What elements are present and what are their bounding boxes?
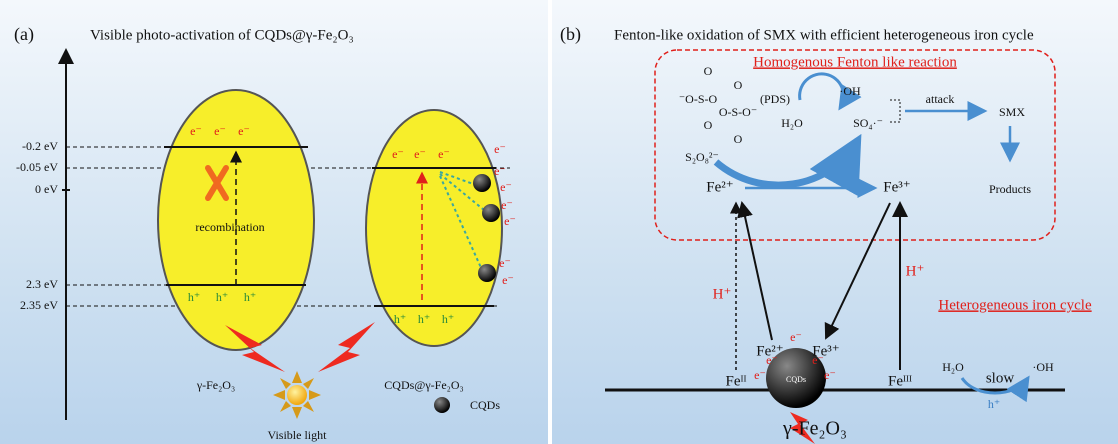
electron: e⁻: [190, 124, 202, 138]
electron: e⁻: [438, 147, 450, 161]
hole: h⁺: [394, 312, 406, 326]
band-ellipse: [366, 110, 502, 346]
electron: e⁻: [501, 198, 513, 212]
formula: ·OH: [839, 84, 861, 98]
electron: e⁻: [238, 124, 250, 138]
hole: h⁺: [418, 312, 430, 326]
light-label: Visible light: [268, 428, 328, 442]
electron: e⁻: [414, 147, 426, 161]
structure-text: O-S-O⁻: [719, 105, 757, 119]
electron: e⁻: [214, 124, 226, 138]
formula: Feᴵᴵᴵ: [888, 373, 912, 389]
electron: e⁻: [790, 330, 802, 344]
proton: H⁺: [906, 263, 925, 279]
panel-title: Visible photo-activation of CQDs@γ-Fe₂O₃: [90, 27, 354, 43]
cqd-label: CQDs: [786, 375, 806, 384]
section-title: Homogenous Fenton like reaction: [753, 54, 957, 70]
panel-a: [0, 0, 548, 444]
caption: γ-Fe₂O₃: [196, 378, 235, 392]
electron: e⁻: [392, 147, 404, 161]
hole: h⁺: [188, 290, 200, 304]
formula: SO₄·⁻: [853, 116, 883, 130]
energy-label: 0 eV: [35, 182, 58, 196]
legend-sphere: [434, 397, 450, 413]
legend-label: CQDs: [470, 398, 500, 412]
hole: h⁺: [988, 397, 1000, 411]
electron: e⁻: [500, 180, 512, 194]
panel-title: Fenton-like oxidation of SMX with effici…: [614, 27, 1034, 43]
formula: H₂O: [942, 360, 964, 374]
electron: e⁻: [504, 214, 516, 228]
cqd-sphere: [482, 204, 500, 222]
electron: e⁻: [812, 353, 824, 367]
structure-text: O: [734, 78, 743, 92]
electron: e⁻: [494, 164, 506, 178]
electron: e⁻: [766, 353, 778, 367]
section-title: Heterogeneous iron cycle: [938, 297, 1092, 313]
pds-label: (PDS): [760, 92, 790, 106]
formula: S₂O₈²⁻: [685, 150, 719, 164]
figure: (a) Visible photo-activation of CQDs@γ-Fe…: [0, 0, 1118, 444]
formula: slow: [986, 370, 1015, 386]
structure-text: O: [734, 132, 743, 146]
cqd-sphere: [478, 264, 496, 282]
cqd-sphere: [473, 174, 491, 192]
substrate-label: γ-Fe₂O₃: [782, 418, 847, 440]
formula: ·OH: [1032, 360, 1054, 374]
formula: Products: [989, 182, 1031, 196]
panel-label: (b): [560, 24, 581, 45]
formula: SMX: [999, 105, 1025, 119]
structure-text: ⁻O-S-O: [679, 92, 718, 106]
electron: e⁻: [494, 142, 506, 156]
formula: Feᴵᴵ: [726, 373, 747, 389]
structure-text: O: [704, 118, 713, 132]
hole: h⁺: [216, 290, 228, 304]
electron: e⁻: [499, 256, 511, 270]
process-label: recombination: [195, 220, 264, 234]
caption: CQDs@γ-Fe₂O₃: [384, 378, 463, 392]
formula: H₂O: [781, 116, 803, 130]
electron: e⁻: [754, 368, 766, 382]
panel-label: (a): [14, 24, 34, 45]
proton: H⁺: [713, 286, 732, 302]
structure-text: O: [704, 64, 713, 78]
formula: Fe²⁺: [706, 179, 733, 195]
sun: [273, 371, 321, 419]
energy-label: 2.3 eV: [26, 277, 58, 291]
electron: e⁻: [824, 368, 836, 382]
energy-label: -0.05 eV: [16, 160, 58, 174]
hole: h⁺: [244, 290, 256, 304]
electron: e⁻: [502, 273, 514, 287]
energy-label: -0.2 eV: [22, 139, 58, 153]
formula: attack: [926, 92, 955, 106]
formula: Fe³⁺: [883, 179, 910, 195]
energy-label: 2.35 eV: [20, 298, 58, 312]
hole: h⁺: [442, 312, 454, 326]
